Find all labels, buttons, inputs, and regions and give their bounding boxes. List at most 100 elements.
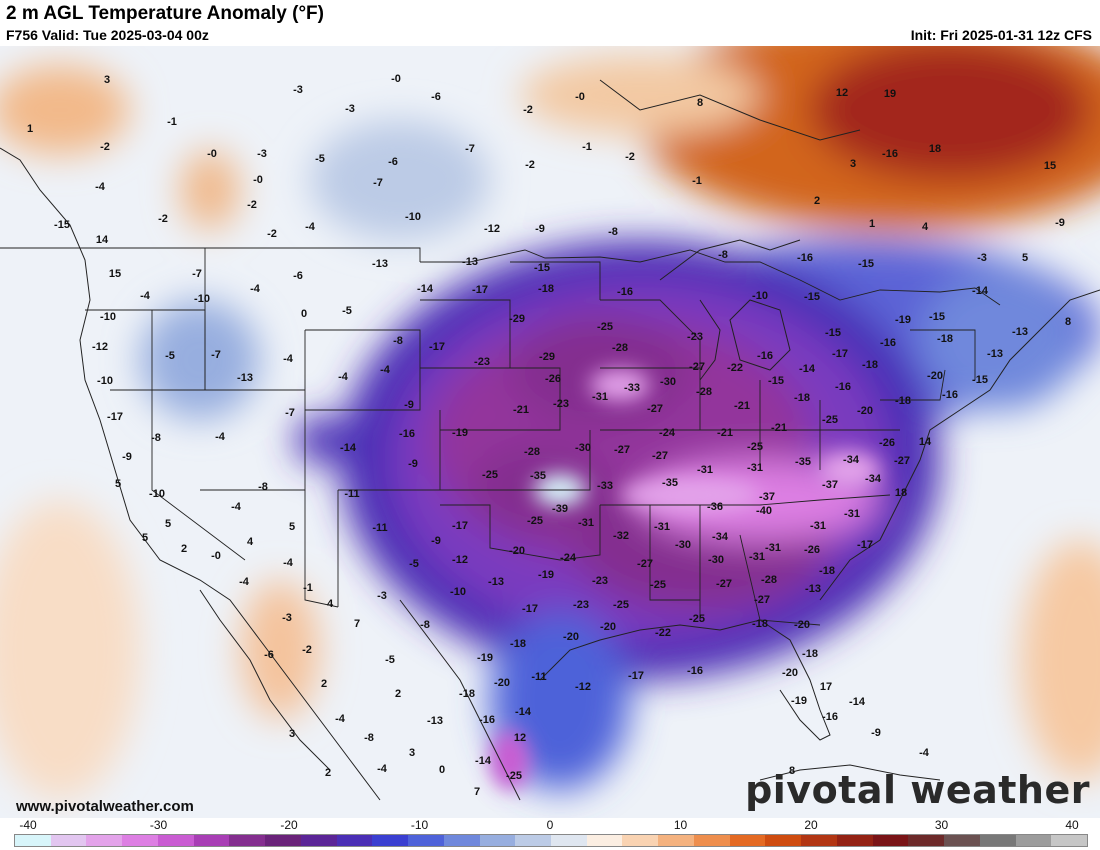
anomaly-value-label: -14 bbox=[475, 755, 492, 767]
anomaly-value-label: -34 bbox=[843, 454, 860, 466]
anomaly-value-label: -17 bbox=[107, 411, 123, 423]
anomaly-value-label: -25 bbox=[650, 579, 666, 591]
anomaly-value-label: -35 bbox=[530, 470, 546, 482]
anomaly-value-label: -18 bbox=[752, 618, 768, 630]
anomaly-value-label: -25 bbox=[613, 599, 629, 611]
anomaly-value-label: -37 bbox=[759, 491, 775, 503]
colorbar-swatch bbox=[658, 835, 694, 846]
anomaly-value-label: -4 bbox=[338, 371, 349, 383]
anomaly-value-label: -10 bbox=[97, 375, 113, 387]
anomaly-value-label: -17 bbox=[472, 284, 488, 296]
anomaly-value-label: -18 bbox=[862, 359, 878, 371]
anomaly-value-label: -30 bbox=[575, 442, 591, 454]
anomaly-value-label: 18 bbox=[895, 487, 907, 499]
anomaly-value-label: -11 bbox=[372, 522, 387, 534]
anomaly-value-label: -18 bbox=[794, 392, 810, 404]
colorbar-swatch bbox=[693, 835, 730, 846]
anomaly-value-label: -10 bbox=[100, 311, 116, 323]
anomaly-value-label: -2 bbox=[100, 141, 110, 153]
anomaly-value-label: -27 bbox=[652, 450, 668, 462]
anomaly-value-label: -3 bbox=[257, 148, 267, 160]
anomaly-value-label: -13 bbox=[372, 258, 388, 270]
anomaly-value-label: -14 bbox=[340, 442, 357, 454]
anomaly-value-label: -26 bbox=[545, 373, 561, 385]
anomaly-value-label: 7 bbox=[354, 618, 360, 630]
anomaly-value-label: 8 bbox=[1065, 316, 1071, 328]
coastlines bbox=[0, 79, 1100, 801]
anomaly-value-label: -25 bbox=[747, 441, 763, 453]
anomaly-value-label: 2 bbox=[321, 678, 327, 690]
colorbar-swatch bbox=[408, 835, 444, 846]
anomaly-value-label: -8 bbox=[393, 335, 403, 347]
anomaly-value-label: -23 bbox=[592, 575, 608, 587]
anomaly-value-label: -6 bbox=[293, 270, 303, 282]
anomaly-value-label: 18 bbox=[929, 143, 941, 155]
source-url[interactable]: www.pivotalweather.com bbox=[16, 798, 194, 815]
anomaly-value-label: -12 bbox=[92, 341, 108, 353]
anomaly-value-label: -19 bbox=[452, 427, 468, 439]
anomaly-value-label: -19 bbox=[538, 569, 554, 581]
anomaly-value-label: -20 bbox=[509, 545, 525, 557]
anomaly-value-label: -29 bbox=[539, 351, 555, 363]
anomaly-value-label: -15 bbox=[972, 374, 988, 386]
anomaly-value-label: -2 bbox=[525, 159, 535, 171]
anomaly-value-label: -23 bbox=[474, 356, 490, 368]
anomaly-value-label: -20 bbox=[600, 621, 616, 633]
anomaly-value-label: -7 bbox=[373, 177, 383, 189]
anomaly-value-label: -31 bbox=[844, 508, 860, 520]
anomaly-value-label: -4 bbox=[95, 181, 106, 193]
anomaly-value-label: -6 bbox=[388, 156, 398, 168]
anomaly-value-label: 14 bbox=[96, 234, 109, 246]
anomaly-value-label: -0 bbox=[207, 148, 217, 160]
anomaly-value-label: -23 bbox=[573, 599, 589, 611]
anomaly-value-label: 19 bbox=[884, 88, 896, 100]
colorbar-swatch bbox=[86, 835, 123, 846]
anomaly-value-label: 8 bbox=[697, 97, 703, 109]
anomaly-value-label: -11 bbox=[344, 488, 359, 500]
colorbar-swatch bbox=[944, 835, 980, 846]
anomaly-value-label: -26 bbox=[879, 437, 895, 449]
anomaly-value-label: -26 bbox=[804, 544, 820, 556]
anomaly-value-label: -11 bbox=[531, 671, 546, 683]
anomaly-value-label: -34 bbox=[712, 531, 729, 543]
anomaly-value-label: -13 bbox=[462, 256, 478, 268]
anomaly-value-label: -35 bbox=[795, 456, 811, 468]
anomaly-value-labels: 31-1-2-0 -3-4-0-2-2-2-4-3-0-6-3-5 -6-7-10-… bbox=[27, 73, 1071, 798]
anomaly-value-label: -20 bbox=[857, 405, 873, 417]
anomaly-value-label: -15 bbox=[804, 291, 820, 303]
anomaly-value-label: 3 bbox=[850, 158, 856, 170]
anomaly-value-label: -18 bbox=[510, 638, 526, 650]
colorbar-swatch bbox=[801, 835, 837, 846]
colorbar-swatch bbox=[193, 835, 230, 846]
anomaly-value-label: -9 bbox=[871, 727, 881, 739]
map-title: 2 m AGL Temperature Anomaly (°F) bbox=[6, 3, 324, 24]
anomaly-value-label: -4 bbox=[335, 713, 346, 725]
anomaly-value-label: -31 bbox=[592, 391, 608, 403]
anomaly-value-label: -2 bbox=[523, 104, 533, 116]
anomaly-value-label: -17 bbox=[832, 348, 848, 360]
colorbar-ticks: -40 -30 -20 -10 0 10 20 30 40 bbox=[0, 818, 1100, 834]
anomaly-value-label: -14 bbox=[799, 363, 816, 375]
anomaly-value-label: -13 bbox=[987, 348, 1003, 360]
anomaly-value-label: -10 bbox=[405, 211, 421, 223]
anomaly-value-label: -9 bbox=[431, 535, 441, 547]
anomaly-value-label: -12 bbox=[575, 681, 591, 693]
anomaly-value-label: -40 bbox=[756, 505, 772, 517]
colorbar-swatch bbox=[265, 835, 301, 846]
anomaly-value-label: -2 bbox=[625, 151, 635, 163]
colorbar-swatch bbox=[836, 835, 873, 846]
colorbar-tick-label: -10 bbox=[410, 818, 429, 832]
anomaly-value-label: -23 bbox=[553, 398, 569, 410]
anomaly-value-label: -0 bbox=[211, 550, 221, 562]
anomaly-value-label: -16 bbox=[479, 714, 495, 726]
anomaly-value-label: -7 bbox=[211, 349, 221, 361]
colorbar-swatch bbox=[300, 835, 337, 846]
anomaly-value-label: -3 bbox=[282, 612, 292, 624]
anomaly-value-label: 17 bbox=[820, 681, 832, 693]
colorbar-tick-label: -40 bbox=[19, 818, 37, 832]
anomaly-value-label: -8 bbox=[718, 249, 728, 261]
colorbar-swatch bbox=[872, 835, 909, 846]
anomaly-value-label: -27 bbox=[894, 455, 910, 467]
anomaly-value-label: -30 bbox=[660, 376, 676, 388]
anomaly-value-label: -4 bbox=[305, 221, 316, 233]
